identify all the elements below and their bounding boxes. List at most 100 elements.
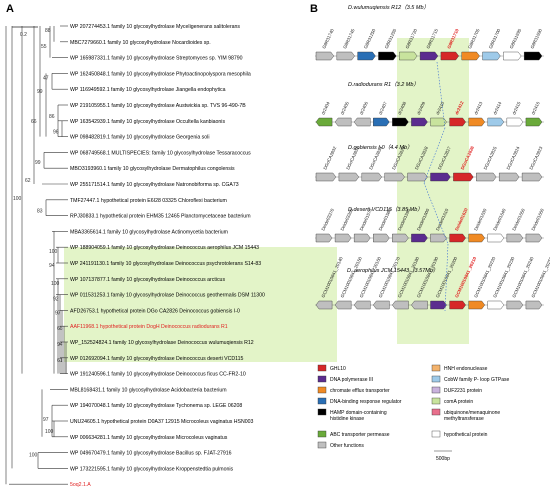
gene-arrow bbox=[411, 300, 428, 310]
gene-label: DGoCA2824 bbox=[506, 145, 521, 170]
tree-leaf-6: WP 219105955.1 family 10 glycosylhydrola… bbox=[70, 103, 246, 109]
tree-leaf-25: WP 194070048.1 family 10 glycosylhydrola… bbox=[70, 403, 242, 409]
gene-label: G8R31255 bbox=[384, 28, 398, 50]
gene-label: G8R31745 bbox=[342, 28, 356, 50]
gene-arrow bbox=[315, 51, 335, 61]
species-title-5: D. aerophilus JCM 15443（3.57Mb） bbox=[347, 267, 438, 274]
legend-swatch-chromate bbox=[317, 386, 327, 394]
bootstrap-value-19: 100 bbox=[13, 196, 22, 202]
gene-arrow bbox=[357, 51, 376, 61]
gene-arrow bbox=[430, 117, 447, 127]
gene-label: dr2415 bbox=[511, 100, 522, 115]
gene-legend: GHL10 DNA polymerase III chromate efflux t… bbox=[317, 364, 510, 462]
gene-arrow bbox=[525, 117, 543, 127]
legend-swatch-coma bbox=[431, 397, 441, 405]
gene-label: dr2414 bbox=[492, 100, 503, 115]
tree-leaf-17: WP 107137877.1 family 10 glycosylhydrola… bbox=[70, 277, 225, 283]
legend-swatch-abc bbox=[317, 430, 327, 438]
tree-leaf-29: WP 173221595.1 family 10 glycosylhydrola… bbox=[70, 466, 234, 472]
gene-arrow bbox=[315, 233, 333, 243]
gene-label: Deide01640 bbox=[492, 207, 507, 231]
bootstrap-value-5: 86 bbox=[49, 114, 55, 120]
gene-arrow bbox=[476, 172, 497, 182]
legend-swatch-regulator bbox=[317, 397, 327, 405]
gene-arrow bbox=[482, 51, 501, 61]
gene-arrow bbox=[521, 172, 543, 182]
gene-arrow bbox=[506, 117, 524, 127]
gene-arrow bbox=[503, 51, 522, 61]
gene-arrow bbox=[392, 117, 409, 127]
legend-item-hypo: hypothetical protein bbox=[444, 432, 488, 438]
gene-arrow bbox=[506, 233, 524, 243]
bootstrap-value-15: 97 bbox=[55, 310, 61, 316]
tree-leaf-4: WP 162450848.1 family 10 glycosylhydrola… bbox=[70, 71, 251, 77]
tree-leaf-8: WP 098482819.1 family 10 glycosylhydrola… bbox=[70, 135, 209, 141]
gene-label: dr2412 bbox=[454, 100, 465, 115]
tree-scale-label: 0.2 bbox=[20, 32, 27, 38]
legend-swatch-ubi bbox=[431, 408, 441, 416]
tree-leaf-1: WP 207274453.1 family 10 glycosylhydrola… bbox=[70, 24, 240, 30]
ortholog-link-1 bbox=[436, 61, 446, 129]
legend-item-regulator: DNA-binding response regulator bbox=[330, 399, 402, 405]
gene-label: G8R31740 bbox=[321, 28, 335, 50]
bootstrap-value-12: 94 bbox=[49, 263, 55, 269]
legend-swatch-other bbox=[317, 441, 327, 449]
legend-swatch-duf bbox=[431, 386, 441, 394]
gene-arrow bbox=[453, 172, 474, 182]
tree-leaf-9: WP 068749568.1 MULTISPECIES: family 10 g… bbox=[70, 150, 251, 156]
tree-leaf-13: RPJ30833.1 hypothetical protein EHM35 12… bbox=[70, 214, 251, 220]
gene-arrow bbox=[487, 233, 505, 243]
bootstrap-value-8: 99 bbox=[35, 160, 41, 166]
gene-arrow bbox=[440, 51, 459, 61]
tree-leaf-24: MBL8168431.1 family 10 glycosylhydrolase… bbox=[70, 387, 227, 393]
tree-leaf-23: WP 191240596.1 family 10 glycosylhydrola… bbox=[70, 372, 246, 378]
bootstrap-value-10: 83 bbox=[37, 209, 43, 215]
gene-label: dr2404 bbox=[320, 100, 331, 115]
panel-b-label: B bbox=[310, 3, 318, 15]
gene-label: G8R31690 bbox=[529, 28, 543, 50]
scale-bar-label: 500bp bbox=[436, 456, 450, 462]
gene-arrow bbox=[468, 300, 485, 310]
gene-arrow bbox=[430, 300, 447, 310]
gene-arrow bbox=[392, 233, 409, 243]
bootstrap-value-17: 94 bbox=[57, 342, 63, 348]
gene-label: dr2410 bbox=[435, 100, 446, 115]
tree-leaf-18: WP 011531253.1 family 10 glycosylhydrola… bbox=[70, 293, 265, 299]
bootstrap-value-13: 100 bbox=[51, 281, 60, 287]
tree-leaf-22: WP 012692094.1 family 10 glycosylhydrola… bbox=[70, 356, 244, 362]
legend-item-chromate: chromate efflux transporter bbox=[330, 388, 390, 394]
legend-item-cobw: CobW family P- loop GTPase bbox=[444, 377, 510, 383]
legend-item-hamp: HAMP domain-containing histidine kinase bbox=[330, 410, 387, 422]
tree-leaf-28: WP 049670479.1 family 10 glycosylhydrola… bbox=[70, 451, 232, 457]
gene-label: GCM10010841_20250 bbox=[530, 256, 550, 299]
gene-label: DGoCA2825 bbox=[483, 145, 498, 170]
tree-leaf-14: MBA3365614.1 family 10 glycosylhydrolase… bbox=[70, 229, 228, 235]
bootstrap-value-6: 96 bbox=[53, 130, 59, 136]
species-title-1: D.wulumuqiensis R12（3.5 Mb） bbox=[348, 4, 429, 11]
gene-label: Deide03360 bbox=[339, 207, 354, 231]
legend-swatch-hypo bbox=[431, 430, 441, 438]
gene-arrow bbox=[392, 300, 409, 310]
bootstrap-value-3: 47 bbox=[43, 75, 49, 81]
gene-arrow bbox=[353, 300, 371, 310]
gene-arrow bbox=[407, 172, 428, 182]
tree-leaf-3: WP 165987331.1 family 10 glycosylhydrola… bbox=[70, 56, 243, 62]
gene-arrow bbox=[506, 300, 524, 310]
legend-item-dnapol: DNA polymerase III bbox=[330, 377, 373, 383]
tree-leaf-27: WP 006634281.1 family 10 glycosylhydrola… bbox=[70, 435, 228, 441]
gene-arrow bbox=[411, 117, 428, 127]
legend-item-coma: comA protein bbox=[444, 399, 473, 405]
bootstrap-value-18: 61 bbox=[57, 358, 63, 364]
gene-arrow bbox=[419, 51, 439, 61]
bootstrap-values: 88 55 47 99 86 96 66 99 62 83 100 94 100 92 97 66 94 61 10… bbox=[13, 28, 63, 459]
gene-arrow bbox=[430, 233, 447, 243]
bootstrap-value-2: 55 bbox=[41, 44, 47, 50]
tree-leaf-20: AAF11968.1 hypothetical protein DogH Dei… bbox=[70, 324, 228, 330]
gene-arrow bbox=[468, 233, 485, 243]
gene-arrow bbox=[525, 233, 543, 243]
gene-label: Deide01660 bbox=[530, 207, 545, 231]
tree-leaf-16: WP 241191130.1 family 10 glycosylhydrola… bbox=[70, 261, 261, 267]
legend-swatch-dnapol bbox=[317, 375, 327, 383]
tree-leaf-labels: WP 207274453.1 family 10 glycosylhydrola… bbox=[70, 24, 265, 488]
legend-item-duf: DUF2231 protein bbox=[444, 388, 482, 394]
